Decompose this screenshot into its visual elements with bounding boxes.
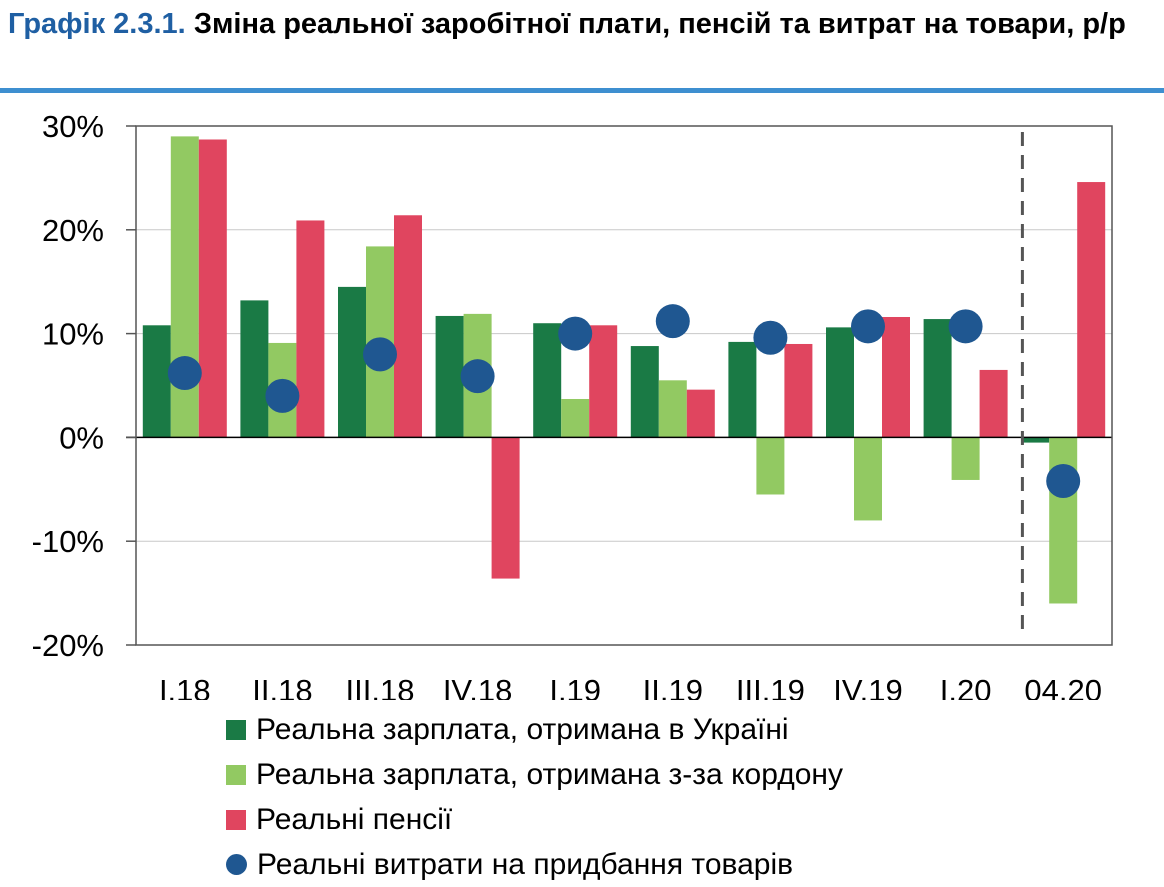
x-tick-label: I.19 [549, 673, 601, 700]
bar [198, 139, 227, 438]
chart-title-prefix: Графік 2.3.1. [8, 8, 186, 40]
y-tick-label: 20% [42, 213, 104, 248]
legend-item-pensions: Реальні пенсії [226, 797, 843, 842]
bar [1021, 437, 1050, 443]
x-tick-label: 04.20 [1024, 673, 1102, 700]
legend-marker [226, 854, 247, 875]
marker-point [753, 320, 788, 355]
bar-layer [142, 136, 1106, 604]
legend-swatch [226, 764, 246, 785]
bar [561, 398, 590, 438]
marker-point [655, 304, 690, 339]
bar [756, 437, 785, 495]
bar [142, 325, 171, 438]
y-tick-label: 10% [42, 317, 104, 352]
legend-item-abroad-wage: Реальна зарплата, отримана з-за кордону [226, 752, 843, 797]
y-tick-label: -10% [32, 524, 104, 559]
legend-label: Реальна зарплата, отримана в Україні [256, 712, 789, 746]
legend-swatch [226, 719, 246, 740]
legend-item-ukraine-wage: Реальна зарплата, отримана в Україні [226, 707, 843, 752]
marker-layer [167, 304, 1081, 498]
bar [1077, 182, 1106, 438]
y-tick-label: 30% [42, 109, 104, 144]
legend-item-goods-spending: Реальні витрати на придбання товарів [226, 842, 843, 887]
plot-frame [135, 125, 1113, 646]
bar [630, 346, 659, 438]
bar [951, 437, 980, 480]
bar [170, 136, 199, 438]
legend-label: Реальна зарплата, отримана з-за кордону [256, 757, 843, 791]
axis-layer: -20% -10% 0% 10% 20% 30% I.18 II.18 III.18 IV.18 I… [32, 109, 1113, 700]
x-tick-label: I.20 [940, 673, 992, 700]
chart-title: Графік 2.3.1. Зміна реальної заробітної … [8, 4, 1158, 44]
bar [296, 220, 325, 438]
x-tick-label: IV.19 [833, 673, 903, 700]
bar [923, 319, 952, 438]
bar [589, 325, 618, 438]
x-tick-label: III.19 [736, 673, 805, 700]
bar [979, 369, 1008, 438]
marker-point [363, 337, 397, 372]
legend-label: Реальні витрати на придбання товарів [257, 847, 794, 881]
x-tick-label: II.19 [643, 673, 703, 700]
legend-label: Реальні пенсії [256, 802, 453, 836]
bar [826, 327, 854, 438]
x-tick-label: II.18 [252, 673, 312, 700]
bar [784, 343, 813, 438]
bar [240, 300, 269, 438]
bar [491, 437, 520, 579]
bar [658, 380, 687, 438]
marker-point [1046, 463, 1081, 498]
legend-swatch [226, 809, 246, 830]
bar [435, 315, 464, 438]
marker-point [167, 356, 202, 391]
bar [882, 316, 910, 438]
marker-point [558, 316, 593, 351]
x-tick-label: III.18 [346, 673, 415, 700]
bar [1049, 437, 1078, 604]
chart-legend: Реальна зарплата, отримана в Україні Реа… [226, 707, 843, 887]
chart-svg: -20% -10% 0% 10% 20% 30% I.18 II.18 III.18 IV.18 I… [32, 109, 1113, 700]
marker-point [265, 378, 300, 413]
marker-point [460, 359, 495, 394]
x-tick-label: I.18 [159, 673, 211, 700]
x-tick-label: IV.18 [443, 673, 513, 700]
bar [686, 389, 715, 438]
y-tick-label: 0% [59, 420, 104, 455]
title-rule [0, 88, 1164, 93]
marker-point [851, 309, 885, 344]
chart-title-text: Зміна реальної заробітної плати, пенсій … [193, 8, 1126, 40]
bar [854, 437, 882, 521]
bar [394, 215, 422, 438]
bar [338, 286, 366, 438]
bar [728, 341, 757, 438]
bar [533, 323, 562, 438]
marker-point [948, 309, 983, 344]
y-tick-label: -20% [32, 628, 104, 663]
